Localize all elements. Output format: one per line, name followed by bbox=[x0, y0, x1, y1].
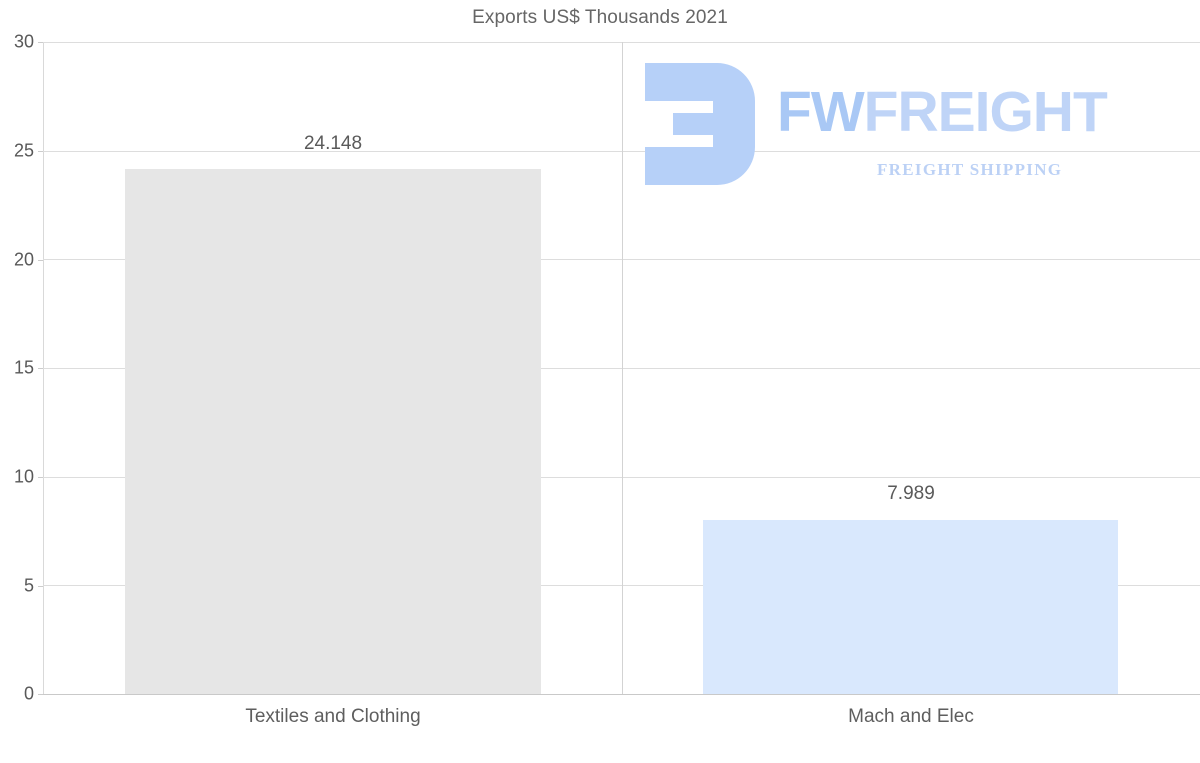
x-axis-label-textiles-and-clothing: Textiles and Clothing bbox=[245, 706, 421, 727]
y-tick-mark-10 bbox=[38, 477, 44, 478]
y-tick-label-0: 0 bbox=[23, 683, 34, 704]
gridline-25 bbox=[43, 151, 1200, 152]
x-axis-label-mach-and-elec: Mach and Elec bbox=[848, 706, 974, 727]
bar-mach-and-elec[interactable] bbox=[703, 520, 1118, 694]
y-tick-label-5: 5 bbox=[23, 575, 34, 596]
gridline-20 bbox=[43, 259, 1200, 260]
bar-value-label-textiles-and-clothing: 24.148 bbox=[303, 133, 363, 154]
gridline-baseline-0 bbox=[43, 694, 1200, 695]
gridline-30 bbox=[43, 42, 1200, 43]
y-tick-label-15: 15 bbox=[13, 357, 34, 378]
y-tick-mark-30 bbox=[38, 42, 44, 43]
y-tick-mark-25 bbox=[38, 151, 44, 152]
category-separator-gridline bbox=[622, 42, 623, 694]
y-tick-mark-0 bbox=[38, 694, 44, 695]
gridline-10 bbox=[43, 477, 1200, 478]
bar-textiles-and-clothing[interactable] bbox=[125, 169, 541, 694]
y-tick-label-25: 25 bbox=[13, 140, 34, 161]
y-tick-mark-5 bbox=[38, 586, 44, 587]
bar-value-label-mach-and-elec: 7.989 bbox=[887, 483, 935, 504]
chart-title: Exports US$ Thousands 2021 bbox=[472, 7, 728, 28]
plot-area bbox=[43, 42, 1200, 695]
y-tick-mark-15 bbox=[38, 368, 44, 369]
y-tick-label-30: 30 bbox=[13, 31, 34, 52]
y-tick-mark-20 bbox=[38, 260, 44, 261]
y-tick-label-10: 10 bbox=[13, 466, 34, 487]
gridline-15 bbox=[43, 368, 1200, 369]
gridline-5 bbox=[43, 585, 1200, 586]
y-tick-label-20: 20 bbox=[13, 249, 34, 270]
